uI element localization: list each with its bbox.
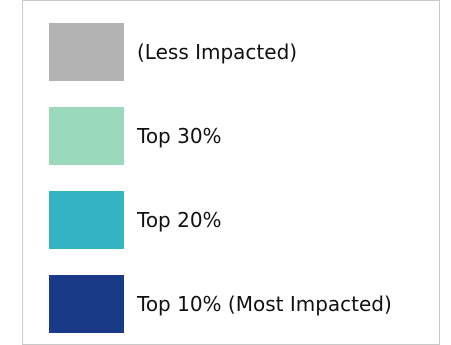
legend-item-top-20: Top 20% [49, 191, 222, 249]
legend-item-top-30: Top 30% [49, 107, 222, 165]
legend-label-top-30: Top 30% [137, 124, 222, 148]
legend-label-top-10: Top 10% (Most Impacted) [137, 292, 392, 316]
legend-label-less-impacted: (Less Impacted) [137, 40, 298, 64]
legend-swatch-top-10 [49, 275, 124, 333]
legend-label-top-20: Top 20% [137, 208, 222, 232]
legend-item-top-10: Top 10% (Most Impacted) [49, 275, 392, 333]
legend-box: (Less Impacted) Top 30% Top 20% Top 10% … [22, 0, 440, 345]
legend-swatch-less-impacted [49, 23, 124, 81]
legend-swatch-top-20 [49, 191, 124, 249]
legend-swatch-top-30 [49, 107, 124, 165]
legend-item-less-impacted: (Less Impacted) [49, 23, 297, 81]
